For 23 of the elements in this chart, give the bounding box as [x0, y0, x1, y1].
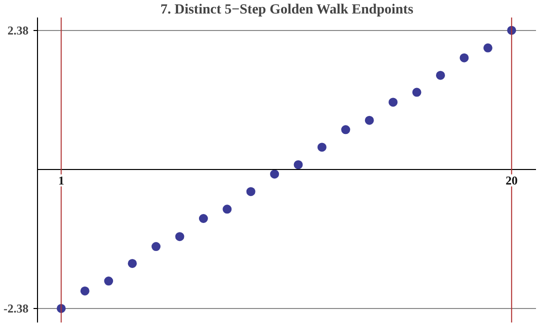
point	[388, 98, 398, 107]
point	[294, 160, 303, 170]
point	[317, 142, 326, 152]
x-tick-label: 1	[58, 173, 64, 188]
point	[222, 204, 232, 214]
point	[412, 88, 422, 97]
point	[364, 116, 374, 125]
y-tick-label: -2.38	[4, 301, 29, 316]
point	[341, 125, 350, 134]
point	[436, 70, 445, 80]
point	[104, 276, 114, 286]
point	[460, 53, 469, 62]
x-tick-label: 20	[506, 173, 518, 188]
point	[246, 187, 256, 196]
y-tick-label: 2.38	[8, 23, 28, 38]
point	[198, 214, 208, 223]
point	[152, 242, 161, 252]
point	[483, 43, 492, 52]
point	[128, 258, 137, 268]
point	[270, 170, 280, 179]
chart-title: 7. Distinct 5−Step Golden Walk Endpoints	[160, 2, 414, 18]
point	[175, 232, 184, 242]
point	[80, 286, 90, 296]
